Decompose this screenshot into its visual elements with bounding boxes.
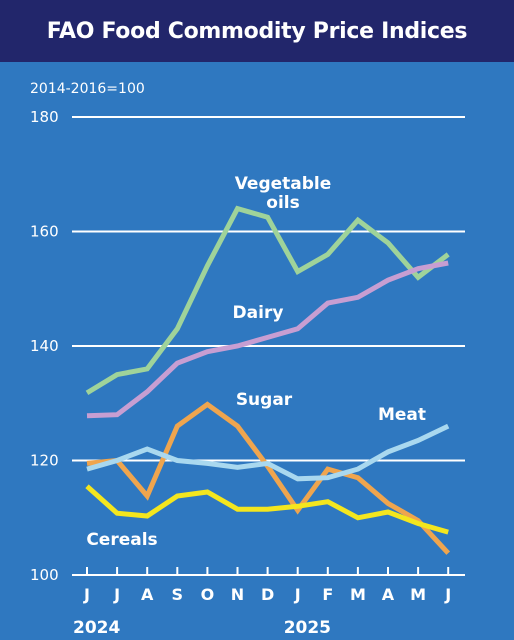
series-labels: Vegetable oils Dairy Sugar Meat Cereals (86, 174, 426, 550)
y-tick-label: 120 (30, 452, 59, 470)
series-label-cereals: Cereals (86, 530, 157, 550)
title-bar: FAO Food Commodity Price Indices (0, 0, 514, 62)
y-tick-label: 140 (30, 337, 59, 355)
unit-label: 2014-2016=100 (30, 81, 145, 97)
series-label-sugar: Sugar (236, 390, 293, 410)
x-tick-label: F (322, 585, 333, 604)
x-tick-label: D (261, 585, 274, 604)
x-tick-label: J (83, 585, 90, 604)
x-tick-label: O (201, 585, 215, 604)
series-label-dairy: Dairy (233, 303, 284, 323)
x-tick-label: A (382, 585, 395, 604)
series-line-cereals (85, 484, 449, 535)
year-label: 2024 (73, 618, 120, 638)
x-tick-label: J (113, 585, 120, 604)
series-line-meat (86, 423, 450, 482)
x-tick-label: S (172, 585, 184, 604)
grid-lines (72, 116, 465, 462)
chart-title: FAO Food Commodity Price Indices (46, 18, 468, 44)
x-tick-label: M (410, 585, 426, 604)
series-label-meat: Meat (378, 405, 426, 425)
series-line-dairy (86, 260, 449, 419)
x-tick-label: N (231, 585, 244, 604)
x-tick-label: J (294, 585, 301, 604)
y-tick-label: 180 (30, 108, 59, 126)
x-tick-label: J (444, 585, 451, 604)
y-tick-label: 160 (30, 223, 59, 241)
x-tick-label: M (350, 585, 366, 604)
x-tick-label: A (141, 585, 154, 604)
series-line-vegetable-oils (85, 205, 450, 396)
y-axis-ticks: 100 120 140 160 180 (30, 108, 59, 584)
year-label: 2025 (284, 618, 331, 638)
series-lines (85, 205, 451, 555)
y-tick-label: 100 (30, 566, 59, 584)
series-label-vegetable-oils: Vegetable oils (235, 174, 332, 213)
